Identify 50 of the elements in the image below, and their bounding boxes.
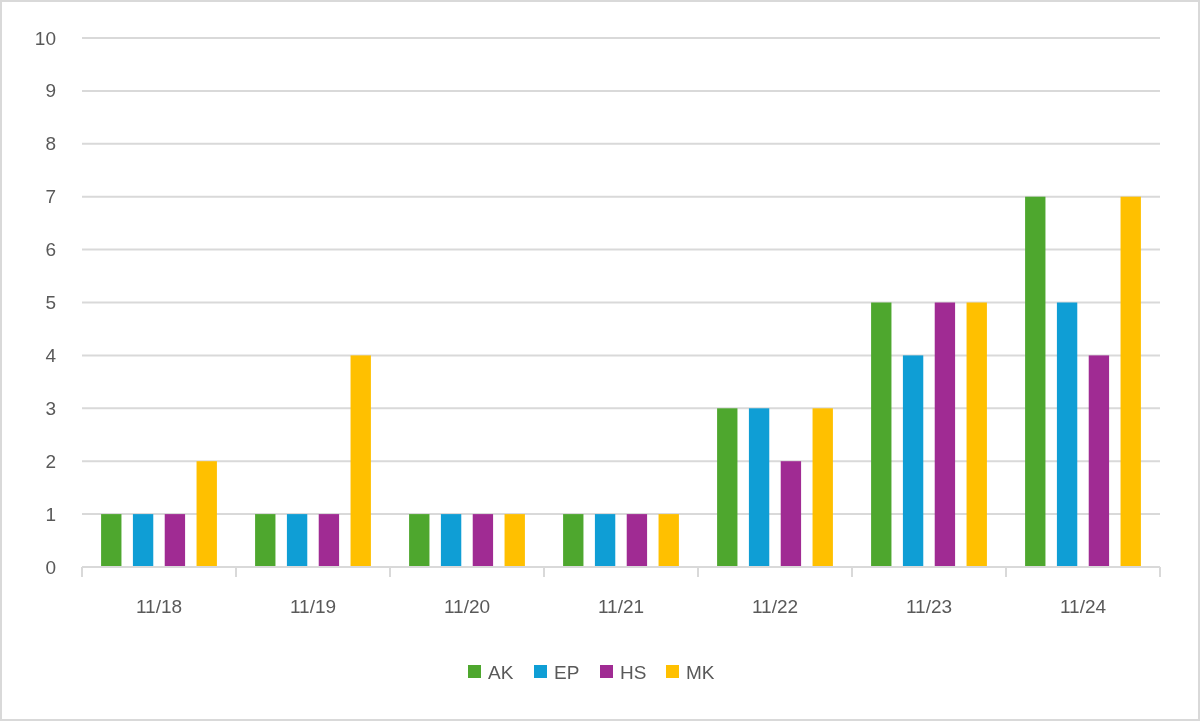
bar bbox=[1120, 196, 1141, 567]
bar bbox=[626, 514, 648, 567]
legend-label: AK bbox=[488, 662, 514, 683]
bar bbox=[563, 514, 584, 567]
y-tick-label: 4 bbox=[45, 344, 57, 366]
bar bbox=[717, 408, 738, 567]
y-tick-label: 7 bbox=[45, 186, 56, 208]
x-tick-label: 11/22 bbox=[751, 596, 799, 618]
bar bbox=[594, 514, 616, 567]
x-tick-label: 11/18 bbox=[135, 596, 183, 618]
bar bbox=[902, 355, 924, 567]
bar bbox=[871, 302, 892, 567]
y-tick-label: 6 bbox=[45, 239, 56, 261]
bar bbox=[504, 514, 525, 567]
bar bbox=[472, 514, 494, 567]
y-tick-label: 10 bbox=[34, 27, 56, 49]
x-tick-label: 11/21 bbox=[597, 596, 645, 618]
bar bbox=[196, 461, 217, 567]
bar bbox=[812, 408, 833, 567]
bar bbox=[1025, 196, 1046, 567]
x-tick-label: 11/24 bbox=[1059, 596, 1107, 618]
bar bbox=[440, 514, 462, 567]
legend-label: HS bbox=[620, 662, 647, 683]
x-tick-label: 11/19 bbox=[289, 596, 337, 618]
bar bbox=[1088, 355, 1110, 567]
bar bbox=[658, 514, 679, 567]
bar bbox=[132, 514, 154, 567]
bar bbox=[748, 408, 770, 567]
bar bbox=[164, 514, 186, 567]
bar bbox=[409, 514, 430, 567]
y-tick-label: 3 bbox=[45, 397, 56, 419]
bar bbox=[780, 461, 802, 567]
bar bbox=[101, 514, 122, 567]
legend-label: MK bbox=[686, 662, 715, 683]
y-tick-label: 9 bbox=[45, 80, 56, 102]
legend-label: EP bbox=[554, 662, 580, 683]
bar bbox=[350, 355, 371, 567]
y-tick-label: 5 bbox=[45, 292, 56, 314]
x-tick-label: 11/23 bbox=[905, 596, 953, 618]
bar bbox=[1056, 302, 1078, 567]
y-tick-label: 8 bbox=[45, 133, 56, 155]
x-tick-label: 11/20 bbox=[443, 596, 491, 618]
y-tick-label: 1 bbox=[45, 503, 56, 525]
y-tick-label: 2 bbox=[45, 450, 56, 472]
y-tick-label: 0 bbox=[45, 556, 56, 578]
bar bbox=[318, 514, 340, 567]
bar bbox=[966, 302, 987, 567]
bar bbox=[934, 302, 956, 567]
bar bbox=[286, 514, 308, 567]
bar bbox=[255, 514, 276, 567]
